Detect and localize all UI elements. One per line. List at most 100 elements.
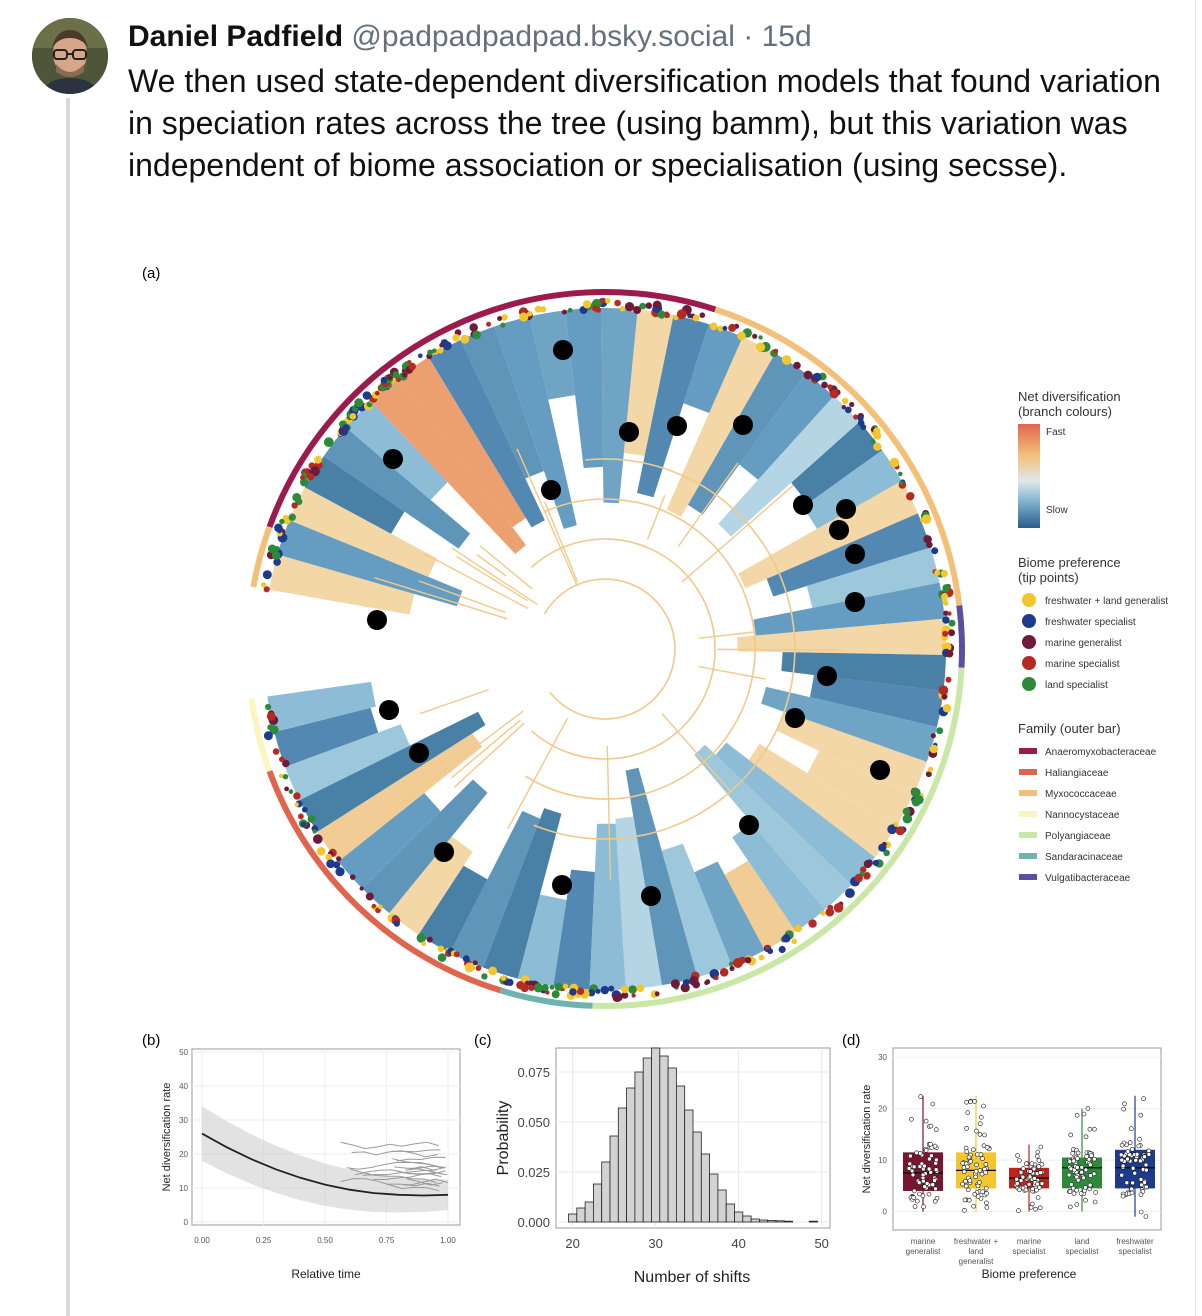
rate-shift-marker	[409, 743, 429, 763]
tip-point	[717, 325, 724, 332]
avatar[interactable]	[32, 18, 108, 94]
tip-point	[533, 983, 544, 993]
branch-clade	[748, 743, 896, 858]
tip-point	[262, 570, 272, 580]
tip-point	[582, 300, 592, 309]
tip-point	[365, 892, 374, 901]
post-age[interactable]: 15d	[761, 20, 812, 53]
data-point	[1139, 1182, 1144, 1188]
data-point	[1087, 1126, 1093, 1132]
legend-family-swatch	[1019, 853, 1037, 859]
data-point	[926, 1166, 932, 1172]
branch-clade	[761, 686, 937, 762]
tip-point	[539, 306, 547, 313]
tip-point	[732, 958, 743, 968]
branch-clade	[738, 480, 918, 589]
figure-svg: (a) Net diversification (branch colours)…	[142, 265, 1168, 1286]
data-point	[1143, 1214, 1149, 1219]
thread-line	[66, 98, 70, 1316]
tip-point	[608, 985, 615, 992]
data-point	[978, 1152, 984, 1157]
legend: Net diversification (branch colours) Fas…	[1018, 389, 1168, 884]
data-point	[929, 1153, 934, 1159]
tip-point	[621, 991, 629, 999]
data-point	[1074, 1112, 1080, 1118]
tip-point	[737, 331, 746, 341]
tip-point	[942, 584, 951, 592]
histogram-bar	[750, 1218, 760, 1223]
panel-b-clade-line	[396, 1156, 446, 1162]
data-point	[1136, 1143, 1142, 1149]
tip-point	[889, 457, 900, 468]
histogram-bar	[700, 1153, 710, 1223]
tip-point	[948, 629, 956, 637]
tip-point	[313, 834, 323, 844]
data-point	[973, 1174, 978, 1180]
legend-family-label: Polyangiaceae	[1045, 831, 1111, 842]
tip-point	[595, 988, 601, 994]
data-point	[1071, 1158, 1077, 1164]
tip-point	[692, 314, 700, 322]
branch-clade	[623, 309, 674, 456]
data-point	[1144, 1184, 1149, 1190]
author-handle[interactable]: @padpadpadpad.bsky.social	[351, 20, 735, 53]
data-point	[930, 1101, 936, 1107]
panel-b-clade-line	[351, 1150, 438, 1158]
data-point	[972, 1099, 977, 1104]
tip-point	[639, 302, 647, 310]
tip-point	[325, 853, 333, 861]
phylogenetic-tree	[248, 289, 965, 1010]
histogram-bar	[592, 1183, 603, 1223]
histogram-bar	[684, 1109, 694, 1223]
rate-shift-marker	[434, 842, 454, 862]
tip-point	[645, 302, 653, 309]
data-point	[1138, 1158, 1143, 1164]
tip-point	[519, 312, 529, 322]
data-point	[1127, 1140, 1133, 1145]
tip-point	[302, 806, 308, 813]
tree-backbone	[543, 578, 676, 720]
tip-point	[541, 984, 549, 992]
data-point	[1084, 1154, 1089, 1159]
tree-branch	[451, 547, 538, 605]
panel-d-xtick: specialist	[1119, 1247, 1153, 1256]
histogram-bar	[584, 1201, 594, 1223]
panel-b-clade-line	[362, 1169, 437, 1176]
tip-point	[380, 376, 388, 384]
tip-point	[439, 342, 444, 348]
data-point	[1030, 1186, 1035, 1192]
tree-branch	[677, 462, 739, 548]
legend-biome-swatch	[1022, 614, 1036, 628]
tree-branch	[479, 545, 533, 590]
data-point	[962, 1207, 967, 1213]
data-point	[1035, 1195, 1041, 1200]
tip-point	[421, 941, 427, 946]
tip-point	[870, 438, 876, 444]
branch-clade	[323, 427, 471, 549]
data-point	[1034, 1153, 1040, 1159]
branch-clade	[529, 310, 576, 400]
author-name[interactable]: Daniel Padfield	[128, 20, 344, 53]
branch-clade	[553, 869, 595, 990]
data-point	[917, 1151, 923, 1156]
panel-b-mean-line	[201, 1132, 449, 1197]
tip-point	[930, 733, 936, 739]
data-point	[1035, 1181, 1040, 1187]
tip-point	[948, 619, 956, 627]
data-point	[974, 1128, 979, 1134]
legend-biome-swatch	[1022, 656, 1036, 670]
post-image[interactable]: (a) Net diversification (branch colours)…	[130, 252, 1190, 1292]
branch-clade	[803, 450, 902, 529]
tip-point	[719, 968, 729, 977]
data-point	[918, 1094, 924, 1099]
data-point	[1091, 1171, 1097, 1177]
data-point	[932, 1143, 938, 1149]
tip-point	[758, 335, 763, 340]
panel-b-clade-line	[408, 1166, 446, 1171]
branch-clade	[289, 487, 437, 577]
data-point	[983, 1185, 989, 1191]
data-point	[1132, 1170, 1138, 1176]
branch-clade	[724, 860, 796, 951]
tip-point	[551, 990, 560, 999]
data-point	[1093, 1190, 1098, 1195]
